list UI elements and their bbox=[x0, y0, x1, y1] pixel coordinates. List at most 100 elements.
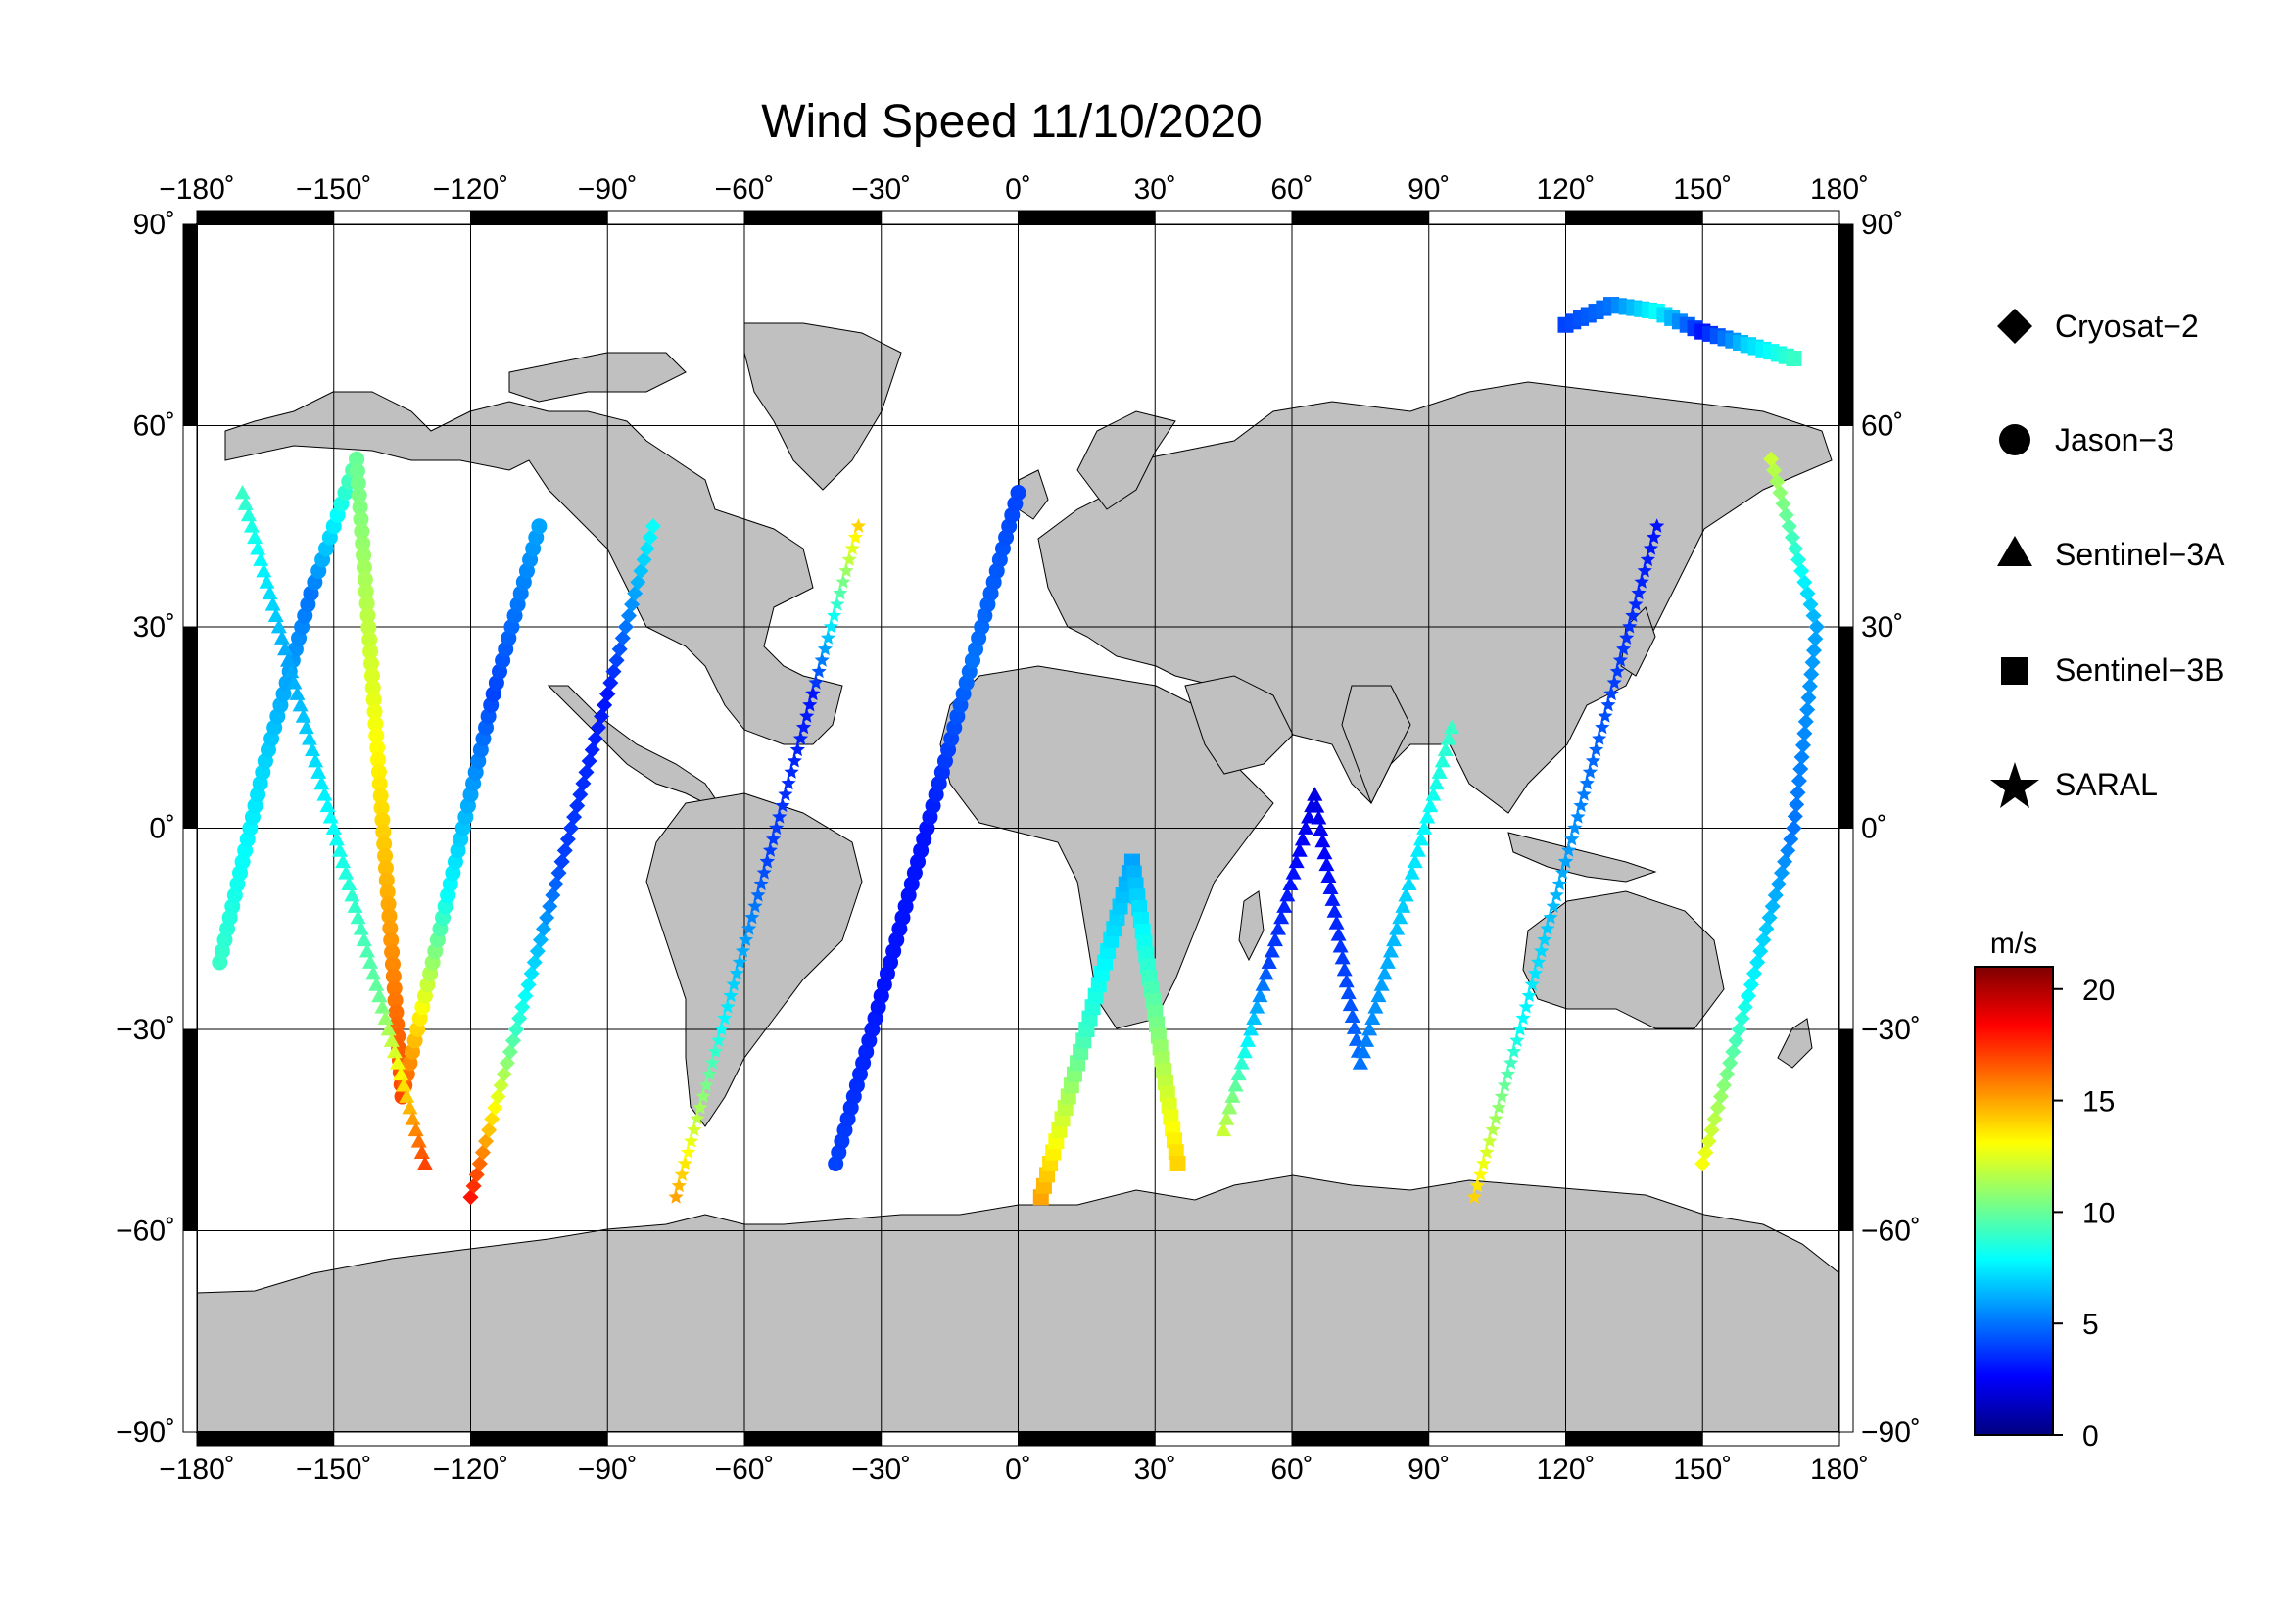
lon-tick-label: −180˚ bbox=[159, 173, 235, 206]
track-point-saral bbox=[1546, 898, 1561, 913]
colorbar-tick-label: 0 bbox=[2082, 1420, 2099, 1453]
lon-tick-label: 150˚ bbox=[1673, 1454, 1732, 1486]
track-point-saral bbox=[671, 1177, 687, 1193]
land-south-america bbox=[645, 792, 863, 1127]
colorbar-ticks: 20 15 10 5 0 bbox=[2053, 975, 2115, 1453]
track-point-saral bbox=[744, 909, 760, 925]
legend-label: Cryosat−2 bbox=[2055, 309, 2199, 344]
track-point-saral bbox=[1603, 686, 1619, 700]
track-point-sentinel-3a bbox=[1376, 965, 1393, 980]
colorbar: m/s 20 15 10 5 0 bbox=[1974, 928, 2115, 1453]
track-point-cryosat bbox=[620, 607, 637, 624]
track-point-cryosat bbox=[578, 764, 595, 781]
track-point-saral bbox=[1619, 630, 1635, 645]
track-point-cryosat bbox=[575, 775, 592, 791]
track-point-saral bbox=[692, 1099, 708, 1115]
track-point-cryosat bbox=[605, 663, 622, 680]
colorbar-unit: m/s bbox=[1990, 928, 2037, 960]
track-point-sentinel-3a bbox=[1264, 943, 1280, 958]
track-point-cryosat bbox=[1772, 485, 1789, 501]
track-point-saral bbox=[1585, 753, 1601, 768]
track-point-saral bbox=[820, 630, 835, 645]
frame-bar-top bbox=[1701, 210, 1840, 225]
track-point-sentinel-3a bbox=[1255, 977, 1271, 991]
track-point-sentinel-3a bbox=[1318, 856, 1335, 872]
track-point-sentinel-3a bbox=[1338, 973, 1355, 988]
track-point-sentinel-3a bbox=[1352, 1055, 1368, 1070]
track-point-sentinel-3a bbox=[338, 865, 355, 880]
track-point-sentinel-3a bbox=[1361, 1022, 1378, 1036]
track-point-cryosat bbox=[1793, 562, 1810, 579]
track-point-sentinel-3a bbox=[234, 485, 251, 500]
track-point-sentinel-3a bbox=[1273, 909, 1290, 925]
track-point-saral bbox=[808, 675, 824, 690]
track-point-cryosat bbox=[572, 787, 589, 803]
track-point-cryosat bbox=[627, 585, 644, 601]
frame-bar-left bbox=[182, 828, 198, 1030]
track-point-cryosat bbox=[1761, 909, 1778, 926]
track-point-saral bbox=[789, 741, 805, 757]
track-point-saral bbox=[1512, 1022, 1528, 1036]
track-point-sentinel-3a bbox=[1227, 1077, 1244, 1092]
track-point-cryosat bbox=[624, 597, 641, 613]
track-point-jason bbox=[388, 1004, 405, 1021]
track-point-cryosat bbox=[569, 797, 586, 814]
track-point-cryosat bbox=[508, 1022, 525, 1037]
track-point-sentinel-3a bbox=[1239, 1032, 1256, 1047]
track-point-cryosat bbox=[545, 887, 561, 903]
track-point-saral bbox=[1579, 775, 1595, 790]
track-point-sentinel-3a bbox=[413, 1144, 430, 1159]
track-point-cryosat bbox=[1796, 725, 1813, 741]
track-point-jason bbox=[379, 884, 396, 900]
track-point-sentinel-3a bbox=[1332, 938, 1349, 953]
track-point-sentinel-3a bbox=[1434, 753, 1451, 768]
legend-item-cryosat: Cryosat−2 bbox=[1997, 309, 2199, 344]
track-point-saral bbox=[732, 954, 747, 969]
track-point-cryosat bbox=[1694, 1156, 1711, 1171]
track-point-saral bbox=[835, 574, 851, 589]
track-point-cryosat bbox=[1783, 831, 1799, 847]
track-point-sentinel-3a bbox=[1324, 891, 1341, 906]
track-point-saral bbox=[1518, 999, 1534, 1014]
track-point-jason bbox=[364, 680, 381, 696]
frame-bar-bottom bbox=[1428, 1431, 1566, 1447]
frame-bar-bottom bbox=[1018, 1431, 1156, 1447]
track-point-cryosat bbox=[556, 842, 573, 859]
track-point-saral bbox=[1503, 1055, 1519, 1070]
track-point-cryosat bbox=[636, 551, 652, 568]
map-frame-bars bbox=[182, 210, 1854, 1447]
track-point-saral bbox=[827, 607, 842, 623]
track-point-cryosat bbox=[614, 630, 631, 646]
lon-tick-label: 60˚ bbox=[1270, 173, 1313, 206]
track-point-cryosat bbox=[611, 641, 628, 657]
track-point-sentinel-3a bbox=[259, 574, 275, 589]
track-point-cryosat bbox=[511, 1010, 528, 1027]
track-point-sentinel-3a bbox=[240, 506, 257, 522]
track-point-saral bbox=[1476, 1156, 1492, 1170]
track-point-cryosat bbox=[1700, 1133, 1717, 1150]
track-point-cryosat bbox=[1742, 977, 1759, 993]
track-point-cryosat bbox=[1703, 1122, 1720, 1138]
track-point-cryosat bbox=[608, 652, 625, 669]
track-point-sentinel-3a bbox=[335, 853, 352, 869]
lon-tick-label: −90˚ bbox=[578, 173, 638, 206]
track-point-cryosat bbox=[1758, 921, 1775, 937]
track-point-jason bbox=[354, 523, 370, 540]
track-point-sentinel-3a bbox=[389, 1055, 406, 1070]
track-point-sentinel-3a bbox=[1230, 1066, 1247, 1081]
frame-bar-bottom bbox=[1154, 1431, 1293, 1447]
track-point-sentinel-3a bbox=[1342, 996, 1359, 1012]
track-point-sentinel-3a bbox=[301, 731, 317, 745]
track-point-sentinel-3a bbox=[1301, 809, 1317, 824]
track-point-cryosat bbox=[639, 541, 655, 557]
track-point-saral bbox=[698, 1077, 714, 1092]
track-point-sentinel-3a bbox=[1422, 797, 1439, 813]
track-point-cryosat bbox=[1770, 876, 1787, 892]
track-point-saral bbox=[1534, 943, 1550, 958]
track-point-saral bbox=[1573, 797, 1589, 813]
colorbar-tick-label: 15 bbox=[2082, 1086, 2115, 1119]
frame-bar-left bbox=[182, 1028, 198, 1231]
track-point-cryosat bbox=[536, 921, 552, 937]
lon-tick-label: 150˚ bbox=[1673, 173, 1732, 206]
track-point-sentinel-3a bbox=[292, 696, 309, 712]
